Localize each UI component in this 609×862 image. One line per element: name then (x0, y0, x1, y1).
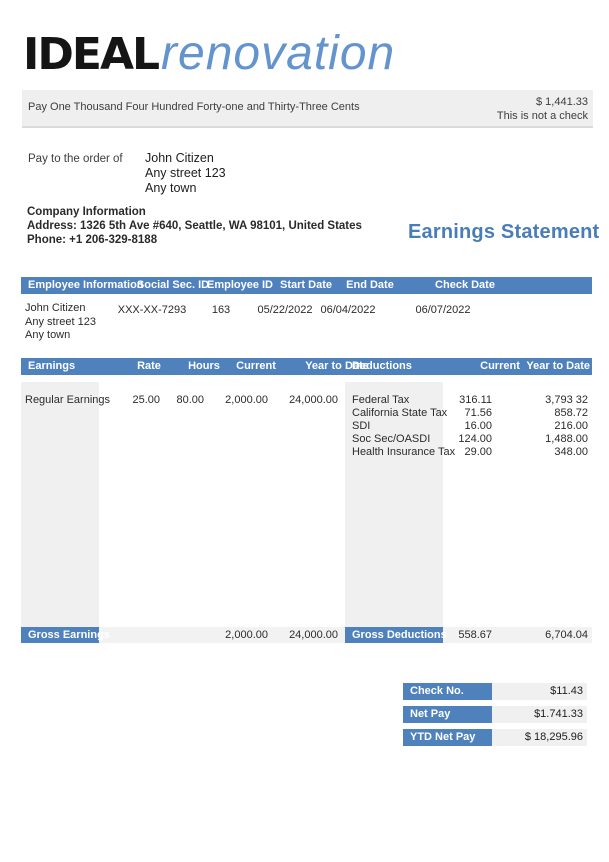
payee-name: John Citizen (145, 151, 214, 165)
col-employee-information: Employee Information (28, 279, 144, 291)
employee-address1: Any street 123 (25, 315, 96, 328)
gross-earnings-ytd: 24,000.00 (289, 629, 338, 641)
deduction-ytd: 3,793 32 (545, 394, 588, 406)
company-info-title: Company Information (27, 206, 146, 218)
gross-earnings-label: Gross Earnings (21, 627, 110, 643)
col-deductions-current: Current (480, 360, 520, 372)
amount-in-words: Pay One Thousand Four Hundred Forty-one … (28, 101, 360, 113)
col-rate: Rate (137, 360, 161, 372)
employee-id-value: 163 (211, 304, 231, 316)
deduction-current: 316.11 (459, 394, 492, 406)
deduction-current: 29.00 (464, 446, 492, 458)
company-address: Address: 1326 5th Ave #640, Seattle, WA … (27, 220, 362, 232)
gross-deductions-label: Gross Deductions (345, 627, 447, 643)
pay-to-label: Pay to the order of (28, 153, 123, 165)
payee-block: John Citizen Any street 123 Any town (145, 151, 226, 196)
social-sec-id-value: XXX-XX-7293 (117, 304, 187, 316)
gross-earnings-current: 2,000.00 (225, 629, 268, 641)
pay-summary-table: Check No. $11.43 Net Pay $1.741.33 YTD N… (403, 683, 587, 752)
employee-address-block: John Citizen Any street 123 Any town (25, 302, 96, 343)
deduction-ytd: 1,488.00 (545, 433, 588, 445)
start-date-value: 05/22/2022 (257, 304, 313, 316)
check-amount-strip: Pay One Thousand Four Hundred Forty-one … (22, 90, 593, 128)
end-date-value: 06/04/2022 (320, 304, 376, 316)
col-end-date: End Date (346, 279, 394, 291)
deduction-ytd: 348.00 (554, 446, 588, 458)
payee-address-line1: Any street 123 (145, 166, 226, 180)
deductions-name-column-bg (345, 382, 443, 627)
net-pay-label: Net Pay (403, 706, 492, 723)
summary-row-net-pay: Net Pay $1.741.33 (403, 706, 587, 723)
col-earnings: Earnings (28, 360, 76, 372)
not-a-check-note: This is not a check (496, 110, 588, 122)
earnings-row-current: 2,000.00 (225, 394, 268, 406)
earnings-row-rate: 25.00 (132, 394, 160, 406)
check-no-value: $11.43 (492, 683, 587, 700)
check-date-value: 06/07/2022 (415, 304, 471, 316)
company-info-block: Company Information Address: 1326 5th Av… (27, 205, 362, 247)
col-employee-id: Employee ID (206, 279, 274, 291)
deduction-current: 124.00 (458, 433, 492, 445)
col-check-date: Check Date (435, 279, 495, 291)
col-social-sec-id: Social Sec. ID (136, 279, 210, 291)
page-title: Earnings Statement (408, 221, 600, 243)
col-start-date: Start Date (280, 279, 332, 291)
company-logo: IDEALrenovation (23, 26, 395, 81)
logo-word-renovation: renovation (161, 27, 396, 80)
earnings-table-header: Earnings Rate Hours Current Year to Date… (21, 358, 592, 375)
earnings-row-name: Regular Earnings (25, 394, 110, 406)
summary-row-check-no: Check No. $11.43 (403, 683, 587, 700)
net-pay-value: $1.741.33 (492, 706, 587, 723)
earnings-name-column-bg (21, 382, 99, 627)
col-year-to-date: Year to Date (305, 360, 369, 372)
col-deductions: Deductions (352, 360, 412, 372)
payee-address-line2: Any town (145, 181, 197, 195)
col-hours: Hours (188, 360, 220, 372)
col-deductions-year-to-date: Year to Date (526, 360, 590, 372)
logo-word-ideal: IDEAL (23, 29, 160, 80)
ytd-net-pay-value: $ 18,295.96 (492, 729, 587, 746)
deduction-ytd: 858.72 (554, 407, 588, 419)
deduction-current: 71.56 (464, 407, 492, 419)
check-no-label: Check No. (403, 683, 492, 700)
employee-table-header: Employee Information Social Sec. ID Empl… (21, 277, 592, 294)
employee-name: John Citizen (25, 302, 86, 314)
gross-deductions-current: 558.67 (458, 629, 492, 641)
summary-row-ytd-net-pay: YTD Net Pay $ 18,295.96 (403, 729, 587, 746)
company-phone: Phone: +1 206-329-8188 (27, 234, 158, 246)
earnings-row-hours: 80.00 (176, 394, 204, 406)
amount-block: $ 1,441.33 This is not a check (497, 95, 588, 123)
col-current: Current (236, 360, 276, 372)
gross-deductions-ytd: 6,704.04 (545, 629, 588, 641)
deduction-ytd: 216.00 (554, 420, 588, 432)
employee-address2: Any town (25, 329, 71, 341)
amount-numeric: $ 1,441.33 (536, 96, 588, 108)
deduction-current: 16.00 (464, 420, 492, 432)
gross-totals-row: Gross Earnings 2,000.00 24,000.00 Gross … (21, 627, 592, 643)
earnings-row-ytd: 24,000.00 (289, 394, 338, 406)
ytd-net-pay-label: YTD Net Pay (403, 729, 492, 746)
